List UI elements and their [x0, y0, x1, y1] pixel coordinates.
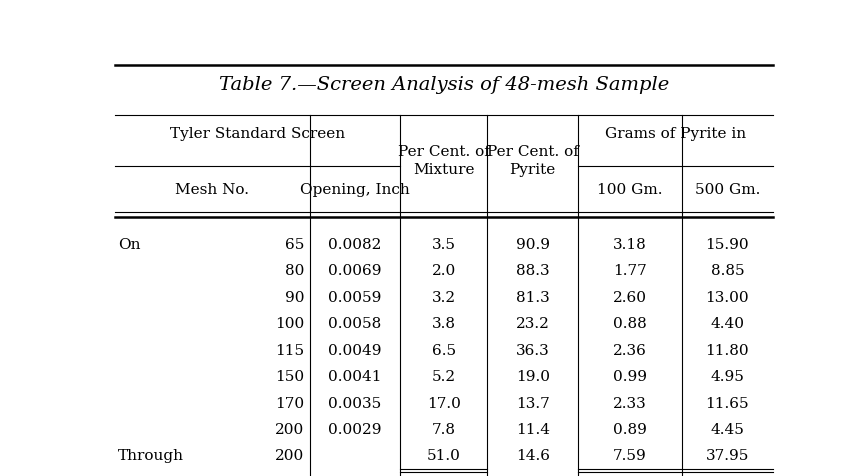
Text: 11.4: 11.4	[516, 422, 550, 436]
Text: 8.85: 8.85	[711, 264, 744, 278]
Text: Opening, Inch: Opening, Inch	[300, 183, 410, 197]
Text: 0.0069: 0.0069	[328, 264, 382, 278]
Text: Grams of Pyrite in: Grams of Pyrite in	[604, 127, 746, 141]
Text: 13.7: 13.7	[516, 396, 550, 410]
Text: 200: 200	[275, 448, 304, 463]
Text: 0.0082: 0.0082	[328, 238, 382, 251]
Text: Per Cent. of
Pyrite: Per Cent. of Pyrite	[487, 145, 578, 177]
Text: 2.60: 2.60	[613, 290, 647, 304]
Text: 3.5: 3.5	[432, 238, 456, 251]
Text: 2.0: 2.0	[431, 264, 456, 278]
Text: 500 Gm.: 500 Gm.	[695, 183, 760, 197]
Text: 7.59: 7.59	[613, 448, 647, 463]
Text: 81.3: 81.3	[516, 290, 550, 304]
Text: 7.8: 7.8	[432, 422, 456, 436]
Text: 4.40: 4.40	[710, 317, 745, 330]
Text: 0.0049: 0.0049	[328, 343, 382, 357]
Text: 4.95: 4.95	[710, 369, 744, 383]
Text: 15.90: 15.90	[706, 238, 749, 251]
Text: 0.88: 0.88	[613, 317, 647, 330]
Text: 170: 170	[275, 396, 304, 410]
Text: 4.45: 4.45	[710, 422, 744, 436]
Text: Per Cent. of
Mixture: Per Cent. of Mixture	[397, 145, 490, 177]
Text: 0.99: 0.99	[613, 369, 647, 383]
Text: 150: 150	[275, 369, 304, 383]
Text: 65: 65	[285, 238, 304, 251]
Text: 0.0059: 0.0059	[328, 290, 382, 304]
Text: 0.89: 0.89	[613, 422, 647, 436]
Text: 2.33: 2.33	[613, 396, 647, 410]
Text: 100 Gm.: 100 Gm.	[598, 183, 662, 197]
Text: 11.80: 11.80	[706, 343, 749, 357]
Text: 5.2: 5.2	[432, 369, 456, 383]
Text: Through: Through	[119, 448, 184, 463]
Text: On: On	[119, 238, 141, 251]
Text: 200: 200	[275, 422, 304, 436]
Text: 3.2: 3.2	[432, 290, 456, 304]
Text: 0.0029: 0.0029	[328, 422, 382, 436]
Text: 11.65: 11.65	[706, 396, 749, 410]
Text: 1.77: 1.77	[613, 264, 647, 278]
Text: 19.0: 19.0	[516, 369, 550, 383]
Text: 3.8: 3.8	[432, 317, 456, 330]
Text: 3.18: 3.18	[613, 238, 647, 251]
Text: 90.9: 90.9	[516, 238, 550, 251]
Text: 90: 90	[285, 290, 304, 304]
Text: 100: 100	[275, 317, 304, 330]
Text: Mesh No.: Mesh No.	[175, 183, 249, 197]
Text: 17.0: 17.0	[427, 396, 461, 410]
Text: 0.0041: 0.0041	[328, 369, 382, 383]
Text: Table 7.—Screen Analysis of 48-mesh Sample: Table 7.—Screen Analysis of 48-mesh Samp…	[219, 76, 669, 93]
Text: 6.5: 6.5	[432, 343, 456, 357]
Text: 13.00: 13.00	[706, 290, 749, 304]
Text: 37.95: 37.95	[706, 448, 749, 463]
Text: 23.2: 23.2	[516, 317, 550, 330]
Text: 0.0058: 0.0058	[328, 317, 382, 330]
Text: Tyler Standard Screen: Tyler Standard Screen	[170, 127, 346, 141]
Text: 14.6: 14.6	[516, 448, 550, 463]
Text: 2.36: 2.36	[613, 343, 647, 357]
Text: 80: 80	[285, 264, 304, 278]
Text: 36.3: 36.3	[516, 343, 550, 357]
Text: 0.0035: 0.0035	[328, 396, 382, 410]
Text: 115: 115	[275, 343, 304, 357]
Text: 51.0: 51.0	[427, 448, 461, 463]
Text: 88.3: 88.3	[516, 264, 550, 278]
